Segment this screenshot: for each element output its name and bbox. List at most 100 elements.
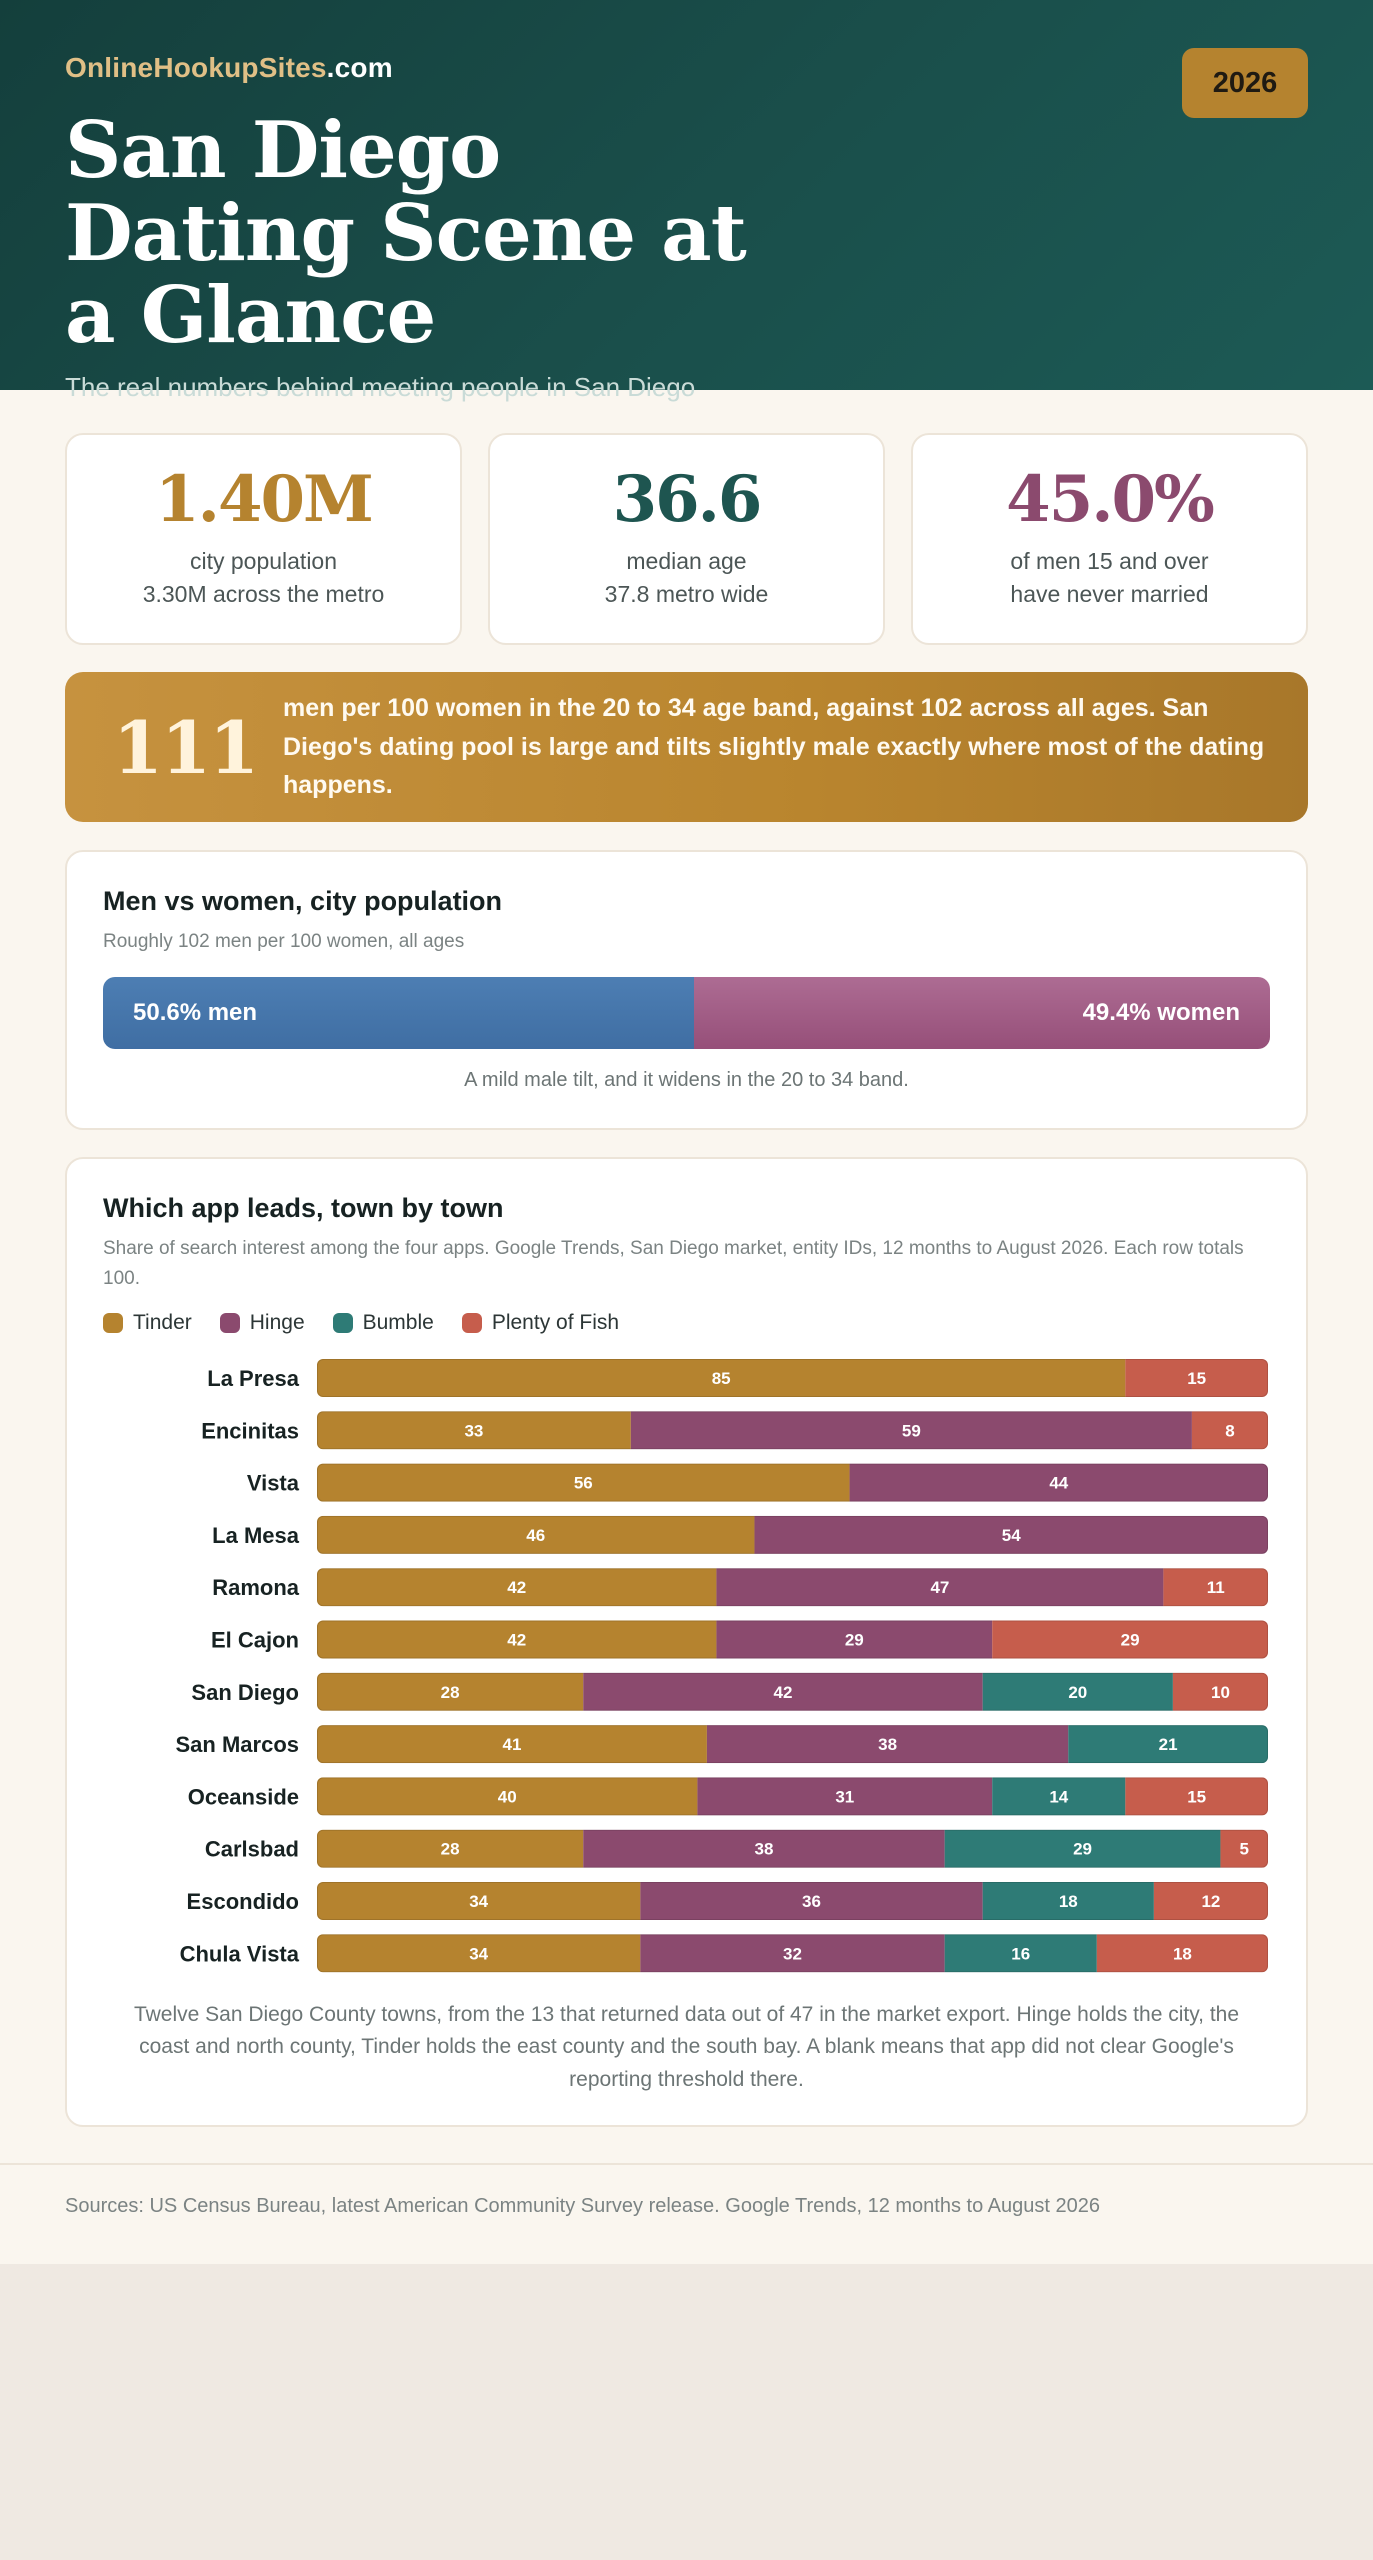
bar-segment (754, 1515, 1268, 1554)
data-label: 44 (1049, 1473, 1068, 1492)
bar-segment (317, 1620, 717, 1659)
data-label: 12 (1201, 1892, 1220, 1911)
bar-segment (1125, 1777, 1268, 1816)
stat-card-never-married: 45.0% of men 15 and over have never marr… (911, 433, 1308, 645)
bar-segment (716, 1620, 993, 1659)
bar-outline (317, 1358, 1268, 1397)
bar-segment (1096, 1934, 1268, 1973)
bar-row (317, 1620, 1268, 1659)
bar-segment (944, 1829, 1221, 1868)
bar-segment (317, 1463, 850, 1502)
data-label: 56 (574, 1473, 593, 1492)
bar-outline (317, 1567, 1268, 1606)
legend-item: Hinge (219, 1311, 305, 1335)
bar-segment (317, 1777, 698, 1816)
legend-swatch (103, 1312, 123, 1333)
bar-segment (1068, 1724, 1268, 1763)
bar-row (317, 1829, 1268, 1868)
bar-row (317, 1881, 1268, 1920)
data-label: 42 (507, 1578, 526, 1597)
bar-segment (1172, 1672, 1268, 1711)
sex-ratio-banner: 111 men per 100 women in the 20 to 34 ag… (65, 672, 1308, 822)
legend-item: Plenty of Fish (461, 1310, 620, 1335)
stat-cards: 1.40M city population 3.30M across the m… (65, 433, 1308, 645)
legend-swatch (461, 1312, 482, 1333)
infographic-page: OnlineHookupSites.com 2026 San Diego Dat… (0, 0, 1373, 2264)
data-label: 28 (441, 1839, 460, 1858)
gender-note: A mild male tilt, and it widens in the 2… (464, 1069, 909, 1092)
bar-outline (317, 1411, 1268, 1450)
data-label: 41 (502, 1735, 521, 1754)
bar-segment (944, 1934, 1097, 1973)
apps-card-subtitle: Share of search interest among the four … (103, 1238, 1244, 1290)
data-label: 85 (712, 1369, 731, 1388)
bar-segment (317, 1724, 707, 1763)
stat-label-line: city population (189, 548, 338, 575)
bar-outline (317, 1829, 1268, 1868)
data-label: 40 (498, 1787, 517, 1806)
data-label: 29 (1073, 1839, 1092, 1858)
bar-row (317, 1463, 1268, 1502)
bar-segment (992, 1620, 1268, 1659)
bar-row (317, 1515, 1268, 1554)
gender-card-title: Men vs women, city population (103, 886, 503, 916)
data-label: 5 (1239, 1839, 1248, 1858)
legend-label: Tinder (133, 1310, 192, 1334)
bar-outline (317, 1777, 1268, 1816)
bar-outline (317, 1672, 1268, 1711)
bar-segment (716, 1567, 1164, 1606)
category-label: Ramona (212, 1575, 300, 1600)
bar-segment (630, 1411, 1192, 1450)
category-label: Oceanside (188, 1784, 299, 1809)
bar-segment (1125, 1358, 1268, 1397)
stat-sublabel-line: 3.30M across the metro (142, 580, 385, 607)
brand-logo[interactable]: OnlineHookupSites.com (65, 52, 1308, 84)
bar-segment (583, 1829, 945, 1868)
bar-row (317, 1411, 1268, 1450)
data-label: 38 (878, 1735, 897, 1754)
category-label: Encinitas (201, 1418, 299, 1443)
bar-segment (1220, 1829, 1268, 1868)
brand-domain: .com (326, 52, 393, 83)
bar-outline (317, 1724, 1268, 1763)
bar-segment (640, 1881, 983, 1920)
category-label: San Diego (191, 1680, 299, 1705)
footer-sources: Sources: US Census Bureau, latest Americ… (0, 2163, 1373, 2264)
gender-split-bar: 50.6% men 49.4% women (103, 977, 1270, 1050)
data-label: 38 (755, 1839, 774, 1858)
category-label: Escondido (187, 1889, 299, 1914)
bar-row (317, 1567, 1268, 1606)
data-label: 42 (507, 1630, 526, 1649)
bar-segment (849, 1463, 1268, 1502)
data-label: 15 (1187, 1787, 1206, 1806)
category-label: Chula Vista (180, 1941, 300, 1966)
brand-name: OnlineHookupSites (65, 52, 327, 83)
bar-segment (317, 1567, 717, 1606)
bar-segment (982, 1881, 1154, 1920)
category-label: La Mesa (212, 1523, 300, 1548)
bar-row (317, 1672, 1268, 1711)
bar-row (317, 1358, 1268, 1397)
apps-card-title: Which app leads, town by town (103, 1193, 504, 1223)
bar-row (317, 1934, 1268, 1973)
gender-card-subtitle: Roughly 102 men per 100 women, all ages (103, 931, 465, 952)
bar-segment (583, 1672, 983, 1711)
data-label: 33 (464, 1421, 483, 1440)
banner-number: 111 (112, 704, 259, 790)
bar-segment (317, 1358, 1126, 1397)
bar-segment (982, 1672, 1173, 1711)
data-label: 36 (802, 1892, 821, 1911)
page-title: San Diego Dating Scene at a Glance (65, 105, 747, 362)
bar-segment (697, 1777, 993, 1816)
legend-label: Bumble (362, 1310, 434, 1334)
legend-label: Plenty of Fish (491, 1310, 620, 1334)
bar-segment (317, 1515, 755, 1554)
bar-segment (1153, 1881, 1268, 1920)
data-label: 46 (526, 1526, 545, 1545)
data-label: 11 (1207, 1578, 1225, 1597)
data-label: 18 (1059, 1892, 1078, 1911)
legend-item: Tinder (103, 1311, 192, 1335)
gender-women-segment: 49.4% women (693, 977, 1270, 1050)
bar-segment (992, 1777, 1126, 1816)
category-label: El Cajon (211, 1627, 299, 1652)
